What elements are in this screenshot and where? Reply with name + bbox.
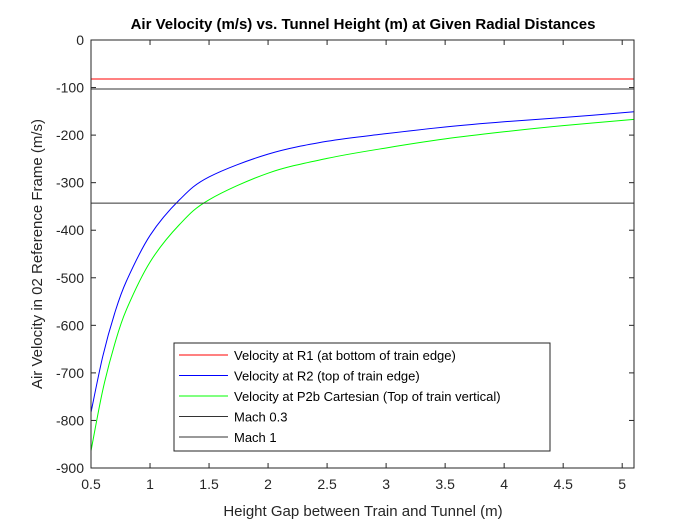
x-tick-label: 2 xyxy=(264,476,272,492)
series-line-3 xyxy=(90,118,635,451)
x-axis-ticks: 0.5 1 1.5 2 2.5 3 3.5 4 4.5 5 xyxy=(81,40,626,492)
y-tick-label: -700 xyxy=(56,365,84,381)
x-axis-label: Height Gap between Train and Tunnel (m) xyxy=(223,503,502,520)
legend-entry-label: Velocity at P2b Cartesian (Top of train … xyxy=(234,389,501,404)
x-tick-label: 5 xyxy=(618,476,626,492)
x-tick-label: 1.5 xyxy=(199,476,219,492)
legend-box xyxy=(173,342,551,452)
y-tick-label: -600 xyxy=(56,317,84,333)
x-tick-label: 4 xyxy=(500,476,508,492)
axes xyxy=(90,39,635,469)
y-tick-label: -200 xyxy=(56,127,84,143)
y-tick-label: -800 xyxy=(56,412,84,428)
x-tick-label: 0.5 xyxy=(81,476,101,492)
y-tick-label: -900 xyxy=(56,460,84,476)
y-tick-label: 0 xyxy=(76,32,84,48)
y-tick-label: -400 xyxy=(56,222,84,238)
x-tick-label: 4.5 xyxy=(553,476,573,492)
axes-box xyxy=(90,39,635,469)
legend-entry-label: Mach 0.3 xyxy=(234,410,287,425)
legend: Velocity at R1 (at bottom of train edge)… xyxy=(173,342,551,452)
y-tick-label: -500 xyxy=(56,270,84,286)
legend-entry-label: Velocity at R2 (top of train edge) xyxy=(234,369,420,384)
chart-title: Air Velocity (m/s) vs. Tunnel Height (m)… xyxy=(131,16,596,33)
y-axis-label: Air Velocity in 02 Reference Frame (m/s) xyxy=(29,119,46,389)
x-tick-label: 1 xyxy=(146,476,154,492)
y-axis-ticks: 0 -100 -200 -300 -400 -500 -600 -700 -800 -900 xyxy=(56,32,634,476)
x-tick-label: 3.5 xyxy=(435,476,455,492)
legend-entry-label: Velocity at R1 (at bottom of train edge) xyxy=(234,348,456,363)
x-tick-label: 2.5 xyxy=(317,476,337,492)
series-lines xyxy=(90,78,635,451)
y-tick-label: -300 xyxy=(56,175,84,191)
series-line-2 xyxy=(90,111,635,413)
x-tick-label: 3 xyxy=(382,476,390,492)
legend-entry-label: Mach 1 xyxy=(234,430,277,445)
y-tick-label: -100 xyxy=(56,80,84,96)
